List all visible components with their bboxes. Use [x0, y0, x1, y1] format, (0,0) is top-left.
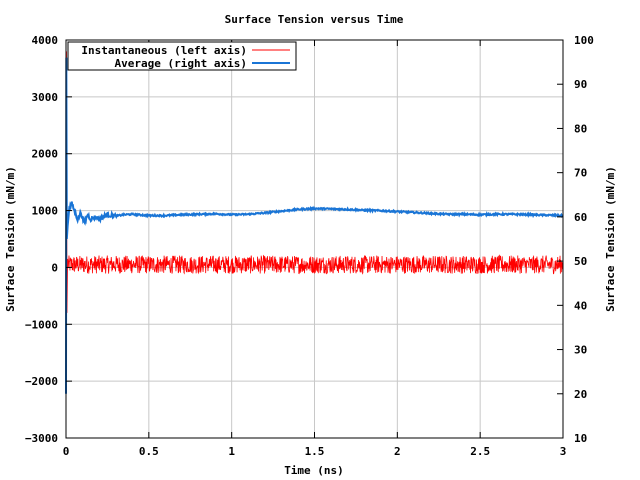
- y-left-tick-label: 1000: [32, 205, 59, 218]
- y-axis-left-label: Surface Tension (mN/m): [4, 166, 17, 312]
- y-right-tick-label: 40: [574, 299, 587, 312]
- x-tick-label: 1: [228, 445, 235, 458]
- x-tick-label: 1.5: [305, 445, 325, 458]
- y-right-tick-label: 60: [574, 211, 587, 224]
- y-right-tick-label: 70: [574, 167, 587, 180]
- y-right-tick-label: 50: [574, 255, 587, 268]
- series-average-line: [65, 57, 564, 394]
- grid-lines: [66, 40, 563, 438]
- axis-ticks: 0 0.5 1 1.5 2 2.5 3 −3000 −2000 −1000 0 1000 2000 300…: [25, 34, 594, 458]
- chart-title: Surface Tension versus Time: [225, 13, 404, 26]
- plot-series: [65, 51, 564, 399]
- x-tick-label: 2: [394, 445, 401, 458]
- x-tick-label: 3: [560, 445, 567, 458]
- y-left-tick-label: 2000: [32, 148, 59, 161]
- y-axis-right-label: Surface Tension (mN/m): [604, 166, 617, 312]
- y-right-tick-label: 100: [574, 34, 594, 47]
- y-left-tick-label: 3000: [32, 91, 59, 104]
- y-right-tick-label: 20: [574, 388, 587, 401]
- y-left-tick-label: −1000: [25, 318, 58, 331]
- x-tick-label: 0: [63, 445, 70, 458]
- y-left-tick-label: −2000: [25, 375, 58, 388]
- y-right-tick-label: 80: [574, 122, 587, 135]
- legend-label-average: Average (right axis): [115, 57, 247, 70]
- y-right-tick-label: 10: [574, 432, 587, 445]
- legend: Instantaneous (left axis) Average (right…: [67, 41, 297, 71]
- y-right-tick-label: 30: [574, 344, 587, 357]
- legend-label-instantaneous: Instantaneous (left axis): [81, 44, 247, 57]
- y-left-tick-label: 4000: [32, 34, 59, 47]
- x-tick-label: 2.5: [470, 445, 490, 458]
- series-instantaneous-line: [65, 51, 564, 399]
- x-axis-label: Time (ns): [284, 464, 344, 477]
- legend-box: [67, 41, 297, 71]
- y-left-tick-label: −3000: [25, 432, 58, 445]
- y-right-tick-label: 90: [574, 78, 587, 91]
- y-left-tick-label: 0: [51, 261, 58, 274]
- x-tick-label: 0.5: [139, 445, 159, 458]
